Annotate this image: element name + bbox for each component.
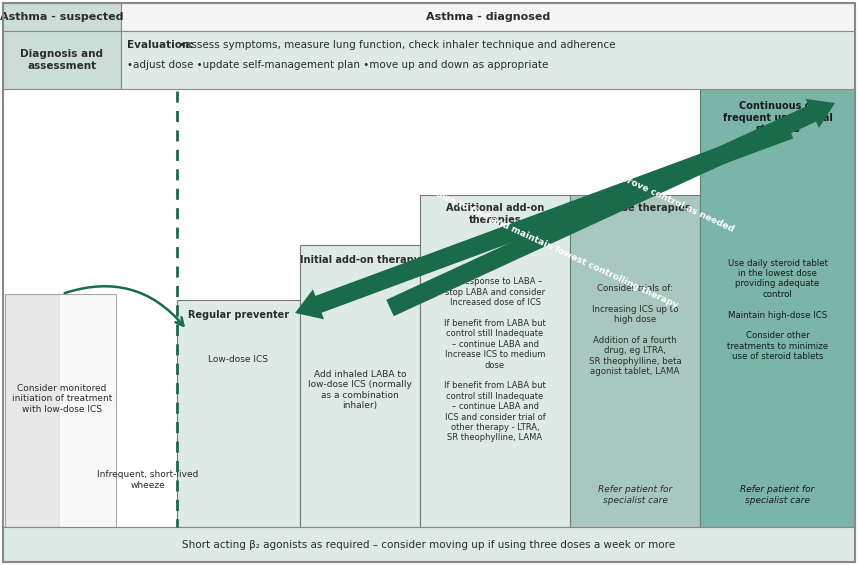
Text: Move down to find and maintain lowest controlling therapy: Move down to find and maintain lowest co… [401,174,680,310]
Bar [5,294,60,527]
Text: Consider monitored
initiation of treatment
with low-dose ICS: Consider monitored initiation of treatme… [12,384,112,414]
Bar [3,527,855,562]
Text: Infrequent, short-lived
wheeze: Infrequent, short-lived wheeze [97,470,199,490]
Text: Consider trials of:

Increasing ICS up to
high dose

Addition of a fourth
drug, : Consider trials of: Increasing ICS up to… [589,284,681,376]
Text: Use daily steroid tablet
in the lowest dose
providing adequate
control

Maintain: Use daily steroid tablet in the lowest d… [727,259,828,361]
Text: •assess symptoms, measure lung function, check inhaler technique and adherence: •assess symptoms, measure lung function,… [179,40,615,50]
Polygon shape [386,99,835,316]
Text: No response to LABA –
stop LABA and consider
Increased dose of ICS

If benefit f: No response to LABA – stop LABA and cons… [444,277,546,442]
Bar [3,31,121,89]
Bar [420,195,570,527]
Text: Evaluation:: Evaluation: [127,40,197,50]
Bar [177,300,300,527]
Bar [60,294,116,527]
Text: Initial add-on therapy: Initial add-on therapy [300,255,420,265]
Bar [300,245,420,527]
Text: Asthma - suspected: Asthma - suspected [0,12,124,22]
Text: Regular preventer: Regular preventer [188,310,289,320]
Bar [5,294,116,527]
Text: Refer patient for
specialist care: Refer patient for specialist care [598,485,672,505]
Text: Continuous or
frequent use of oral
steroids: Continuous or frequent use of oral stero… [722,101,832,134]
Text: •adjust dose •update self-management plan •move up and down as appropriate: •adjust dose •update self-management pla… [127,60,548,70]
Bar [570,195,700,527]
Bar [3,3,121,31]
Bar [121,3,855,31]
Text: Low-dose ICS: Low-dose ICS [208,355,269,364]
Bar [121,31,855,89]
Text: Additional add-on
therapies: Additional add-on therapies [446,203,544,225]
Bar [700,89,855,527]
Text: Short acting β₂ agonists as required – consider moving up if using three doses a: Short acting β₂ agonists as required – c… [183,540,675,550]
Text: Diagnosis and
assessment: Diagnosis and assessment [21,49,104,71]
Polygon shape [295,121,793,319]
Text: Refer patient for
specialist care: Refer patient for specialist care [740,485,814,505]
Text: Add inhaled LABA to
low-dose ICS (normally
as a combination
inhaler): Add inhaled LABA to low-dose ICS (normal… [308,370,412,410]
Text: Move up to improve control as needed: Move up to improve control as needed [554,142,735,233]
Text: High-dose therapies: High-dose therapies [579,203,691,213]
FancyArrowPatch shape [64,286,184,325]
Text: Asthma - diagnosed: Asthma - diagnosed [426,12,550,22]
